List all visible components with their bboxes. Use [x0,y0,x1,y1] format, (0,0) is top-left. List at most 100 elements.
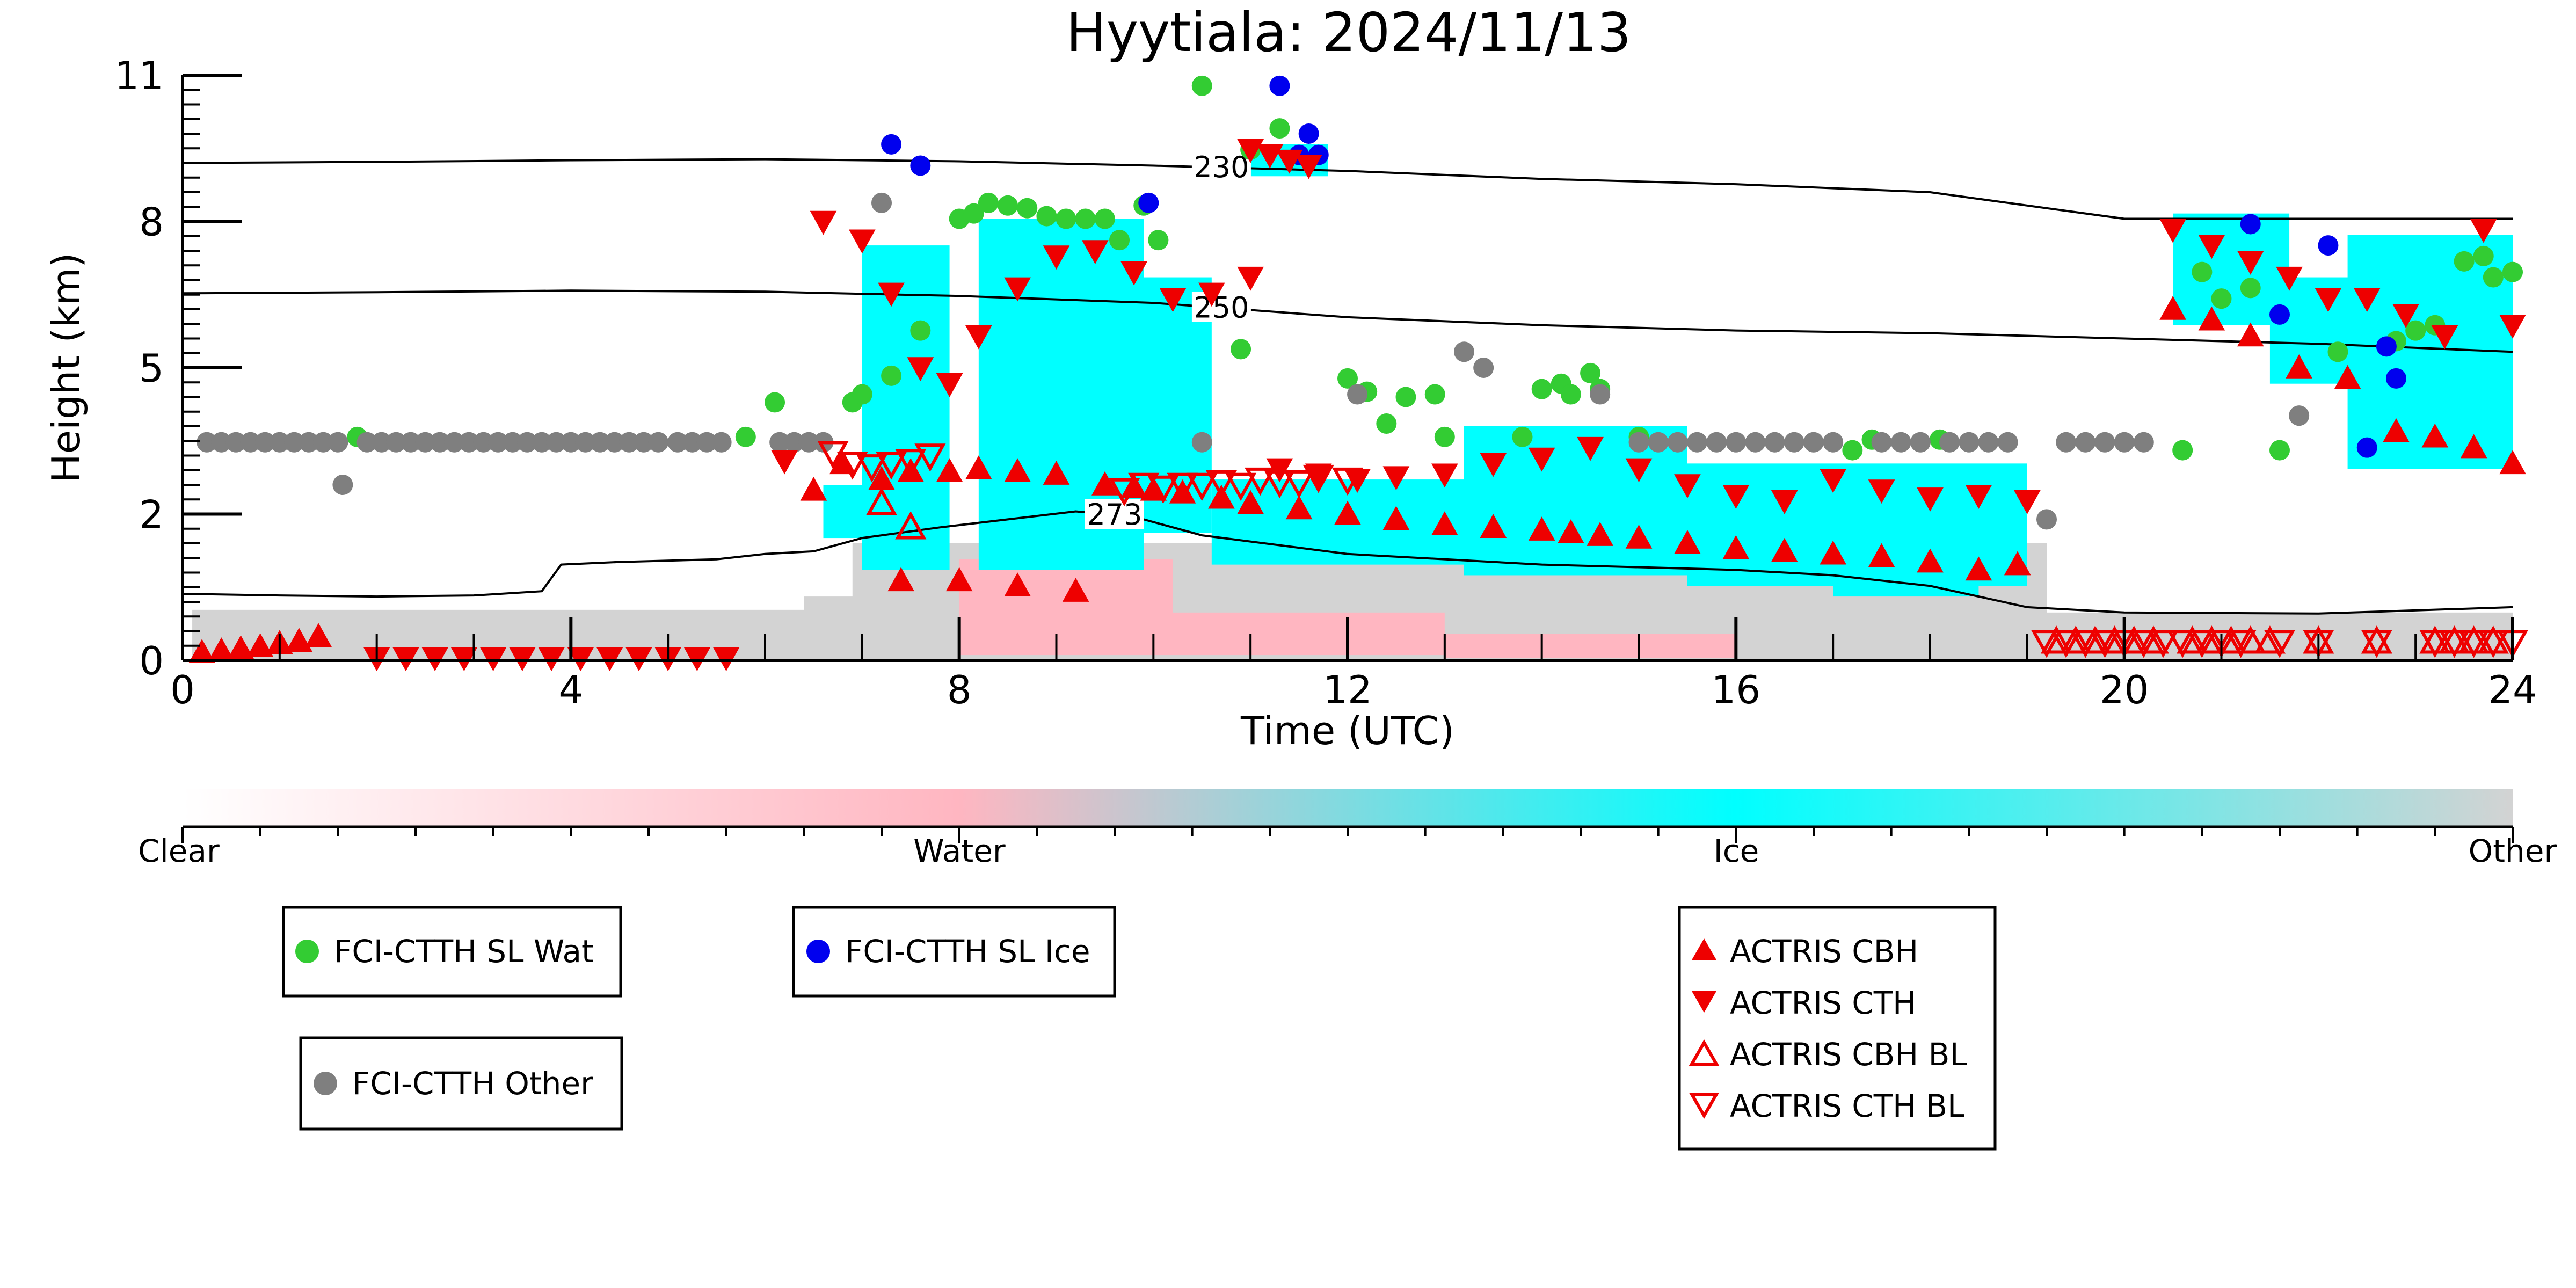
actris-cbh-point [188,639,216,663]
actris-cbh-bl-point [2177,625,2208,654]
actris-cth-point [771,450,798,475]
fci-ctth-other-point [648,432,669,453]
cloud-class-region [1444,634,1736,658]
y-axis-label: Height (km) [43,253,89,483]
fci-ctth-sl-wat-point [765,392,785,413]
legend-marker-actris-cbh-bl [1689,1039,1720,1066]
actris-cbh-point [2198,306,2225,331]
x-axis-label: Time (UTC) [1240,708,1454,753]
fci-ctth-sl-wat-point [1434,426,1455,447]
actris-cbh-point [1091,471,1118,496]
fci-ctth-other-point [1648,432,1669,453]
fci-ctth-other-point [871,192,892,213]
actris-cth-point [1868,479,1895,504]
actris-cth-bl-point [1147,475,1179,504]
actris-cbh-point [2460,434,2487,459]
actris-cth-point [878,282,905,307]
actris-cbh-point [1169,479,1196,504]
actris-cth-bl-point [2031,630,2063,658]
fci-ctth-other-point [254,432,275,453]
actris-cbh-point [945,567,973,592]
legend-box [299,1036,623,1131]
fci-ctth-other-point [1978,432,1999,453]
legend-fci-ice: FCI-CTTH SL Ice [792,906,1116,998]
fci-ctth-sl-wat-point [910,320,931,341]
actris-cbh-bl-point [895,511,927,540]
fci-ctth-sl-ice-point [2356,437,2377,458]
fci-ctth-other-point [1803,432,1824,453]
fci-ctth-other-point [711,432,732,453]
actris-cth-point [1965,485,1992,509]
fci-ctth-sl-wat-point [1842,440,1863,461]
fci-ctth-other-point [240,432,261,453]
actris-cth-bl-point [2458,630,2490,658]
fci-ctth-other-point [1726,432,1747,453]
fci-ctth-sl-ice-point [1269,75,1290,96]
fci-ctth-sl-wat-point [852,384,872,405]
fci-ctth-sl-wat-point [1424,384,1445,405]
actris-cth-bl-point [1108,478,1140,507]
actris-cbh-point [1285,495,1313,520]
legend-marker-fci-water [295,940,319,963]
cloud-class-region [1173,612,1445,656]
fci-ctth-other-point [283,432,304,453]
actris-cth-point [1237,266,1264,291]
actris-cth-bl-point [1205,470,1238,499]
x-tick-label: 4 [558,667,583,712]
fci-ctth-other-point [2114,432,2135,453]
contour-label-bg [1191,151,1251,181]
x-ticks: 0 4 8 12 16 20 24 [170,617,2537,712]
actris-cth-point [2276,266,2303,291]
fci-ctth-sl-wat-point [2240,278,2261,299]
temperature-contours: 230 250 273 [183,150,2513,615]
fci-ctth-other-point [784,432,805,453]
legend-marker-actris-cth-bl [1689,1093,1720,1119]
actris-cbh-point [2159,295,2186,320]
fci-ctth-other-point [1454,341,1474,362]
actris-cth-point [1674,474,1701,499]
legend-marker-actris-cth [1692,991,1716,1013]
fci-ctth-sl-ice-point [881,134,902,155]
fci-ctth-other-point [590,432,610,453]
cloud-class-region [2269,277,2357,384]
actris-cbh-point [2004,551,2031,576]
actris-cbh-bl-point [2060,625,2092,654]
colorbar-ticks [181,827,2514,843]
actris-cth-point [2431,325,2458,350]
actris-cth-point [2237,251,2264,275]
fci-ctth-other-point [225,432,246,453]
fci-ctth-other-point [473,432,494,453]
actris-cbh-point [1237,490,1264,514]
fci-ctth-other-point [667,432,688,453]
fci-ctth-sl-wat-point [978,192,999,213]
fci-ctth-sl-ice-point [2386,368,2406,389]
fci-ctth-other-point [459,432,479,453]
fci-ctth-other-point [769,432,790,453]
fci-ctth-other-point [1959,432,1980,453]
fci-ctth-other-point [430,432,450,453]
actris-cth-bl-point [2419,630,2451,658]
actris-cth-point [1528,447,1555,472]
actris-cth-point [1256,144,1284,169]
actris-cth-point [1120,261,1148,286]
fci-ctth-sl-wat-point [1531,379,1552,399]
fci-ctth-other-point [1764,432,1785,453]
actris-cbh-bl-point [2137,625,2170,654]
fci-ctth-sl-ice-point [2376,336,2397,357]
legend-box [282,906,622,998]
fci-ctth-other-point [197,432,217,453]
y-tick-label: 2 [139,492,164,537]
fci-ctth-sl-wat-point [1017,198,1038,219]
fci-ctth-sl-ice-point [1298,123,1319,144]
actris-cbh-bl-point [2118,625,2150,654]
actris-cth-bl-point [1186,472,1218,501]
chart-title: Hyytiala: 2024/11/13 [1066,1,1632,64]
actris-cth-point [1081,240,1109,265]
fci-ctth-other-point [2075,432,2096,453]
fci-ctth-other-point [211,432,232,453]
actris-cth-point [2198,235,2225,259]
y-tick-label: 5 [139,346,164,391]
actris-cbh-bl-point [2196,625,2228,654]
actris-cbh-point [897,458,925,482]
actris-cbh-point [1587,522,1614,546]
